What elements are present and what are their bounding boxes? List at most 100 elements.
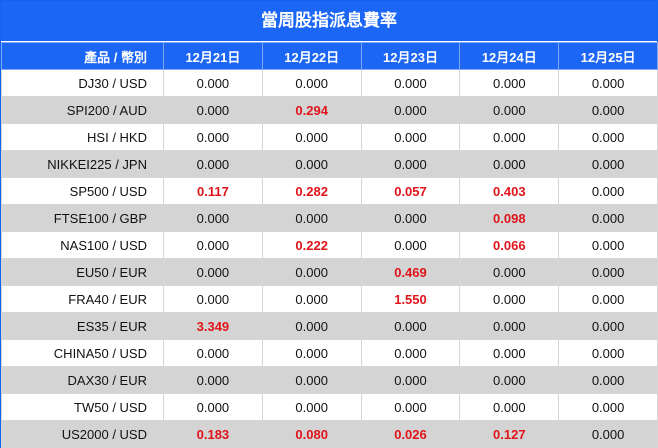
product-cell: EU50 / EUR xyxy=(1,258,164,286)
rate-cell: 0.000 xyxy=(558,177,658,205)
table-row: TW50 / USD 0.000 0.000 0.000 0.000 0.000 xyxy=(1,393,658,421)
rate-cell: 0.000 xyxy=(261,258,362,286)
table-row: DJ30 / USD 0.000 0.000 0.000 0.000 0.000 xyxy=(1,69,658,97)
rate-cell: 0.000 xyxy=(558,150,658,178)
rate-cell: 0.000 xyxy=(459,258,560,286)
product-cell: FRA40 / EUR xyxy=(1,285,164,313)
rate-cell: 0.057 xyxy=(360,177,461,205)
product-cell: DAX30 / EUR xyxy=(1,366,164,394)
rate-cell: 0.222 xyxy=(261,231,362,259)
column-header-date: 12月23日 xyxy=(360,42,461,70)
rate-cell: 0.000 xyxy=(163,123,263,151)
rate-cell: 0.000 xyxy=(459,123,560,151)
rate-cell: 0.183 xyxy=(163,420,263,448)
rate-cell: 0.000 xyxy=(163,96,263,124)
column-header-date: 12月21日 xyxy=(163,42,263,70)
rate-cell: 0.000 xyxy=(459,312,560,340)
rate-cell: 0.000 xyxy=(360,150,461,178)
rate-cell: 0.000 xyxy=(459,366,560,394)
table-row: US2000 / USD 0.183 0.080 0.026 0.127 0.000 xyxy=(1,420,658,448)
product-cell: DJ30 / USD xyxy=(1,69,164,97)
rate-cell: 0.000 xyxy=(360,96,461,124)
rate-cell: 0.127 xyxy=(459,420,560,448)
rate-cell: 0.000 xyxy=(163,393,263,421)
rate-cell: 0.000 xyxy=(459,339,560,367)
rate-cell: 0.000 xyxy=(360,393,461,421)
rate-cell: 0.000 xyxy=(261,150,362,178)
product-cell: NIKKEI225 / JPN xyxy=(1,150,164,178)
rate-cell: 0.000 xyxy=(360,123,461,151)
product-cell: SPI200 / AUD xyxy=(1,96,164,124)
rate-cell: 0.000 xyxy=(261,69,362,97)
product-cell: FTSE100 / GBP xyxy=(1,204,164,232)
rate-cell: 0.000 xyxy=(360,366,461,394)
rate-cell: 0.469 xyxy=(360,258,461,286)
column-header-date: 12月22日 xyxy=(261,42,362,70)
rate-cell: 0.000 xyxy=(261,393,362,421)
table-row: EU50 / EUR 0.000 0.000 0.469 0.000 0.000 xyxy=(1,258,658,286)
rate-cell: 0.000 xyxy=(163,150,263,178)
rate-cell: 0.000 xyxy=(163,339,263,367)
page-title: 當周股指派息費率 xyxy=(1,1,657,42)
product-cell: TW50 / USD xyxy=(1,393,164,421)
rate-cell: 0.000 xyxy=(261,204,362,232)
rate-cell: 0.000 xyxy=(261,339,362,367)
product-cell: ES35 / EUR xyxy=(1,312,164,340)
table-header-row: 產品 / 幣別 12月21日 12月22日 12月23日 12月24日 12月2… xyxy=(1,42,658,70)
rate-cell: 0.000 xyxy=(558,312,658,340)
rate-cell: 0.000 xyxy=(163,258,263,286)
table-row: NAS100 / USD 0.000 0.222 0.000 0.066 0.000 xyxy=(1,231,658,259)
rate-cell: 0.000 xyxy=(459,285,560,313)
rate-cell: 0.000 xyxy=(558,366,658,394)
table-row: HSI / HKD 0.000 0.000 0.000 0.000 0.000 xyxy=(1,123,658,151)
table-row: NIKKEI225 / JPN 0.000 0.000 0.000 0.000 0.000 xyxy=(1,150,658,178)
rate-cell: 0.000 xyxy=(163,366,263,394)
column-header-date: 12月24日 xyxy=(459,42,560,70)
rate-cell: 0.000 xyxy=(163,285,263,313)
product-cell: NAS100 / USD xyxy=(1,231,164,259)
table-row: SP500 / USD 0.117 0.282 0.057 0.403 0.000 xyxy=(1,177,658,205)
column-header-date: 12月25日 xyxy=(558,42,658,70)
rate-cell: 0.000 xyxy=(558,123,658,151)
rate-cell: 0.000 xyxy=(360,339,461,367)
rate-cell: 0.000 xyxy=(163,204,263,232)
rate-cell: 0.000 xyxy=(261,312,362,340)
rate-cell: 0.098 xyxy=(459,204,560,232)
rate-cell: 0.294 xyxy=(261,96,362,124)
table-body: DJ30 / USD 0.000 0.000 0.000 0.000 0.000 SPI20… xyxy=(1,69,658,448)
rate-cell: 0.000 xyxy=(558,69,658,97)
rate-cell: 0.000 xyxy=(163,231,263,259)
column-header-product: 產品 / 幣別 xyxy=(1,42,164,70)
rate-cell: 0.117 xyxy=(163,177,263,205)
rate-cell: 0.000 xyxy=(163,69,263,97)
rate-cell: 0.000 xyxy=(261,366,362,394)
table-row: FRA40 / EUR 0.000 0.000 1.550 0.000 0.000 xyxy=(1,285,658,313)
rate-cell: 0.000 xyxy=(261,123,362,151)
rate-cell: 0.000 xyxy=(459,393,560,421)
rate-cell: 0.000 xyxy=(558,258,658,286)
rate-cell: 1.550 xyxy=(360,285,461,313)
rate-cell: 0.000 xyxy=(558,204,658,232)
product-cell: CHINA50 / USD xyxy=(1,339,164,367)
rate-cell: 0.080 xyxy=(261,420,362,448)
rate-cell: 0.026 xyxy=(360,420,461,448)
rate-cell: 0.000 xyxy=(558,393,658,421)
table-row: DAX30 / EUR 0.000 0.000 0.000 0.000 0.000 xyxy=(1,366,658,394)
rate-cell: 0.000 xyxy=(360,312,461,340)
product-cell: US2000 / USD xyxy=(1,420,164,448)
product-cell: SP500 / USD xyxy=(1,177,164,205)
rate-cell: 0.000 xyxy=(558,231,658,259)
product-cell: HSI / HKD xyxy=(1,123,164,151)
rate-cell: 0.282 xyxy=(261,177,362,205)
rate-cell: 0.000 xyxy=(459,150,560,178)
table-row: ES35 / EUR 3.349 0.000 0.000 0.000 0.000 xyxy=(1,312,658,340)
table-row: FTSE100 / GBP 0.000 0.000 0.000 0.098 0.000 xyxy=(1,204,658,232)
rate-cell: 0.000 xyxy=(558,96,658,124)
rate-cell: 0.000 xyxy=(360,231,461,259)
table-row: CHINA50 / USD 0.000 0.000 0.000 0.000 0.000 xyxy=(1,339,658,367)
rate-cell: 0.066 xyxy=(459,231,560,259)
rate-cell: 0.000 xyxy=(360,69,461,97)
rate-cell: 0.000 xyxy=(360,204,461,232)
rate-cell: 0.000 xyxy=(558,420,658,448)
